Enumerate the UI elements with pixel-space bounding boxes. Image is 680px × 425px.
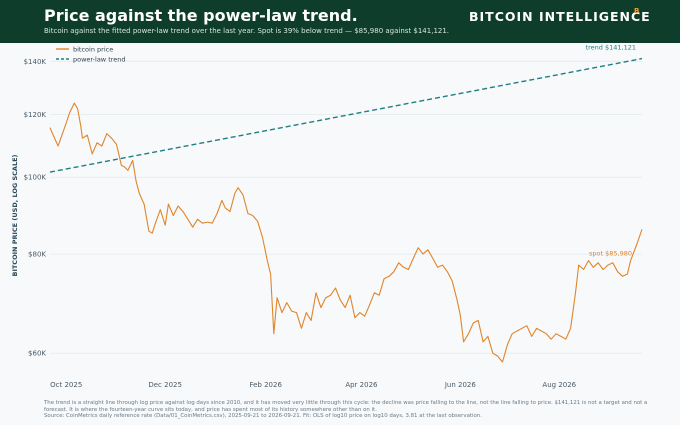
price-line [49, 102, 643, 363]
y-tick-label: $60K [28, 350, 46, 358]
header-bar: Price against the power-law trend. Bitco… [0, 0, 680, 43]
y-tick-label: $140K [24, 58, 47, 66]
x-tick-label: Jun 2026 [444, 381, 477, 389]
chart-footer: The trend is a straight line through log… [44, 400, 664, 420]
x-tick-label: Feb 2026 [249, 381, 282, 389]
y-tick-label: $80K [28, 251, 46, 259]
brand-logo: BITCOIN INTELLIGENCE [469, 9, 651, 24]
page-title: Price against the power-law trend. [44, 6, 358, 25]
x-tick-label: Apr 2026 [345, 381, 378, 389]
trend-line [49, 57, 643, 173]
footer-note: The trend is a straight line through log… [44, 400, 648, 413]
y-tick-label: $100K [24, 174, 47, 182]
brand-bitcoin-icon: B [634, 7, 640, 15]
footer-source: Source: CoinMetrics daily reference rate… [44, 413, 482, 420]
page-subtitle: Bitcoin against the fitted power-law tre… [44, 27, 450, 35]
legend-label-price: bitcoin price [73, 46, 113, 54]
trend-end-label: trend $141,121 [586, 44, 636, 52]
legend-label-trend: power-law trend [73, 56, 126, 64]
y-tick-label: $120K [24, 111, 47, 119]
x-tick-label: Aug 2026 [542, 381, 576, 389]
price-trend-chart: $60K $80K $100K $120K $140K Oct 2025 Dec 2025 F… [11, 44, 643, 389]
y-axis-label: BITCOIN PRICE (USD, LOG SCALE) [11, 154, 19, 276]
spot-label: spot $85,980 [589, 249, 632, 257]
x-tick-label: Oct 2025 [50, 381, 82, 389]
x-tick-label: Dec 2025 [148, 381, 182, 389]
